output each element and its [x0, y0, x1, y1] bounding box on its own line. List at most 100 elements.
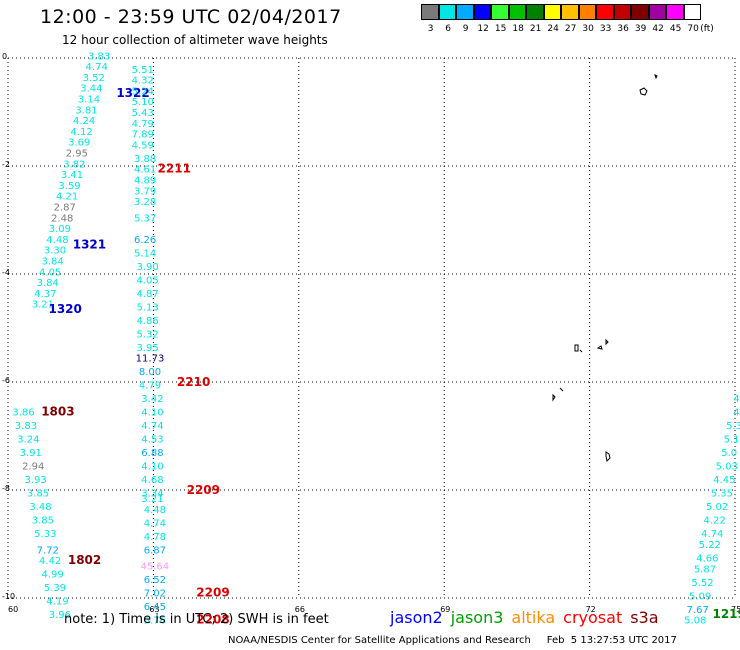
- wave-height-value: 3.34: [141, 489, 163, 500]
- pass-time-label: 2209: [187, 483, 220, 497]
- satellite-legend: jason2 jason3 altika cryosat s3a: [390, 608, 667, 627]
- wave-height-value: 4.05: [39, 267, 61, 278]
- color-scale-label: 21: [529, 24, 542, 34]
- wave-height-value: 6.87: [144, 545, 166, 556]
- island-outline: [574, 344, 583, 353]
- wave-height-value: 5.0: [721, 448, 737, 459]
- wave-height-value: 6.88: [141, 448, 163, 459]
- color-scale-label: 18: [512, 24, 524, 34]
- wave-height-value: 3.83: [15, 421, 37, 432]
- wave-height-value: 4.10: [141, 462, 163, 473]
- pass-time-label: 2210: [177, 375, 210, 389]
- wave-height-value: 5.37: [134, 213, 156, 224]
- wave-height-value: 5.03: [716, 462, 738, 473]
- color-swatch: [648, 4, 666, 20]
- color-swatch: [491, 4, 509, 20]
- y-tick-label: -6: [2, 376, 10, 385]
- wave-height-value: 3.14: [78, 95, 100, 106]
- wave-height-value: 4.05: [136, 275, 158, 286]
- wave-height-value: 3.41: [61, 170, 83, 181]
- wave-height-value: 7.72: [37, 545, 59, 556]
- wave-height-value: 3.95: [136, 343, 158, 354]
- wave-height-value: 5.39: [44, 583, 66, 594]
- wave-height-value: 3.09: [49, 224, 71, 235]
- legend-entry: s3a: [630, 608, 659, 627]
- wave-height-value: 3.69: [68, 138, 90, 149]
- wave-height-value: 5.87: [694, 564, 716, 575]
- wave-height-value: 5.32: [136, 329, 158, 340]
- wave-height-value: 4.48: [144, 505, 166, 516]
- wave-height-value: 7.67: [687, 605, 709, 616]
- color-scale-label: 15: [494, 24, 507, 34]
- color-swatch: [613, 4, 631, 20]
- color-swatch: [526, 4, 544, 20]
- color-swatch: [473, 4, 491, 20]
- island-outline: [654, 74, 658, 80]
- wave-height-value: 7.02: [144, 589, 166, 600]
- x-tick-label: 66: [295, 605, 305, 614]
- wave-height-value: 4.78: [144, 532, 166, 543]
- y-tick-label: -2: [2, 160, 10, 169]
- wave-height-value: 3.84: [41, 257, 63, 268]
- wave-height-value: 4.45: [713, 475, 735, 486]
- wave-height-value: 3.96: [49, 610, 71, 621]
- x-tick-label: 69: [440, 605, 450, 614]
- wave-height-value: 3.85: [27, 489, 49, 500]
- wave-height-value: 5.14: [134, 248, 156, 259]
- wave-height-value: 4.12: [71, 127, 93, 138]
- wave-height-value: 5.24: [132, 86, 154, 97]
- wave-height-value: 3.30: [44, 246, 66, 257]
- wave-height-value: 3.86: [12, 408, 34, 419]
- wave-height-value: 3.21: [141, 494, 163, 505]
- wave-height-value: 4.48: [46, 235, 68, 246]
- pass-time-label: 2208: [196, 613, 229, 627]
- color-swatch: [456, 4, 474, 20]
- wave-height-value: 4.89: [134, 176, 156, 187]
- color-scale-label: 33: [599, 24, 612, 34]
- color-swatch: [578, 4, 596, 20]
- wave-height-value: 4.37: [34, 289, 56, 300]
- wave-height-value: 3.84: [37, 278, 59, 289]
- color-scale-label: 9: [462, 24, 469, 34]
- wave-height-value: 3.59: [58, 181, 80, 192]
- island-outline: [552, 387, 564, 402]
- color-scale-label: 45: [669, 24, 682, 34]
- color-scale-label: 42: [652, 24, 664, 34]
- island-outline: [639, 87, 648, 96]
- color-swatch: [666, 4, 684, 20]
- pass-time-label: 2211: [158, 162, 191, 176]
- wave-height-value: 3.91: [20, 448, 42, 459]
- wave-height-value: 4.22: [704, 516, 726, 527]
- wave-height-value: 4.86: [136, 316, 158, 327]
- legend-entry: jason3: [450, 608, 504, 627]
- wave-height-value: 4.99: [41, 570, 63, 581]
- x-tick-label: 72: [586, 605, 596, 614]
- color-scale-label: 30: [582, 24, 594, 34]
- color-swatch: [421, 4, 439, 20]
- wave-height-value: 4.79: [139, 381, 161, 392]
- wave-height-value: 4.19: [46, 597, 68, 608]
- y-tick-label: -8: [2, 484, 10, 493]
- wave-height-value: 4.61: [134, 165, 156, 176]
- wave-height-value: 4.32: [132, 76, 154, 87]
- wave-height-value: 4.68: [141, 475, 163, 486]
- wave-height-value: 4.59: [132, 140, 154, 151]
- wave-height-value: 4.79: [132, 119, 154, 130]
- wave-height-value: 3.88: [134, 154, 156, 165]
- pass-time-label: 1219: [712, 607, 740, 621]
- color-swatch: [561, 4, 579, 20]
- wave-height-value: 5.02: [706, 502, 728, 513]
- x-tick-label: 60: [8, 605, 18, 614]
- wave-height-value: 11.73: [136, 354, 165, 365]
- color-swatch: [683, 4, 701, 20]
- wave-height-value: 5.3: [726, 421, 740, 432]
- wave-height-value: 2.94: [22, 462, 44, 473]
- wave-height-value: 6.45: [144, 602, 166, 613]
- color-swatch: [438, 4, 456, 20]
- wave-height-value: 4.74: [141, 421, 163, 432]
- wave-height-value: 2.87: [54, 203, 76, 214]
- color-scale-label: 39: [634, 24, 647, 34]
- wave-height-value: 5.33: [34, 529, 56, 540]
- color-scale-unit: (ft): [700, 24, 714, 34]
- color-scale-label: 12: [477, 24, 489, 34]
